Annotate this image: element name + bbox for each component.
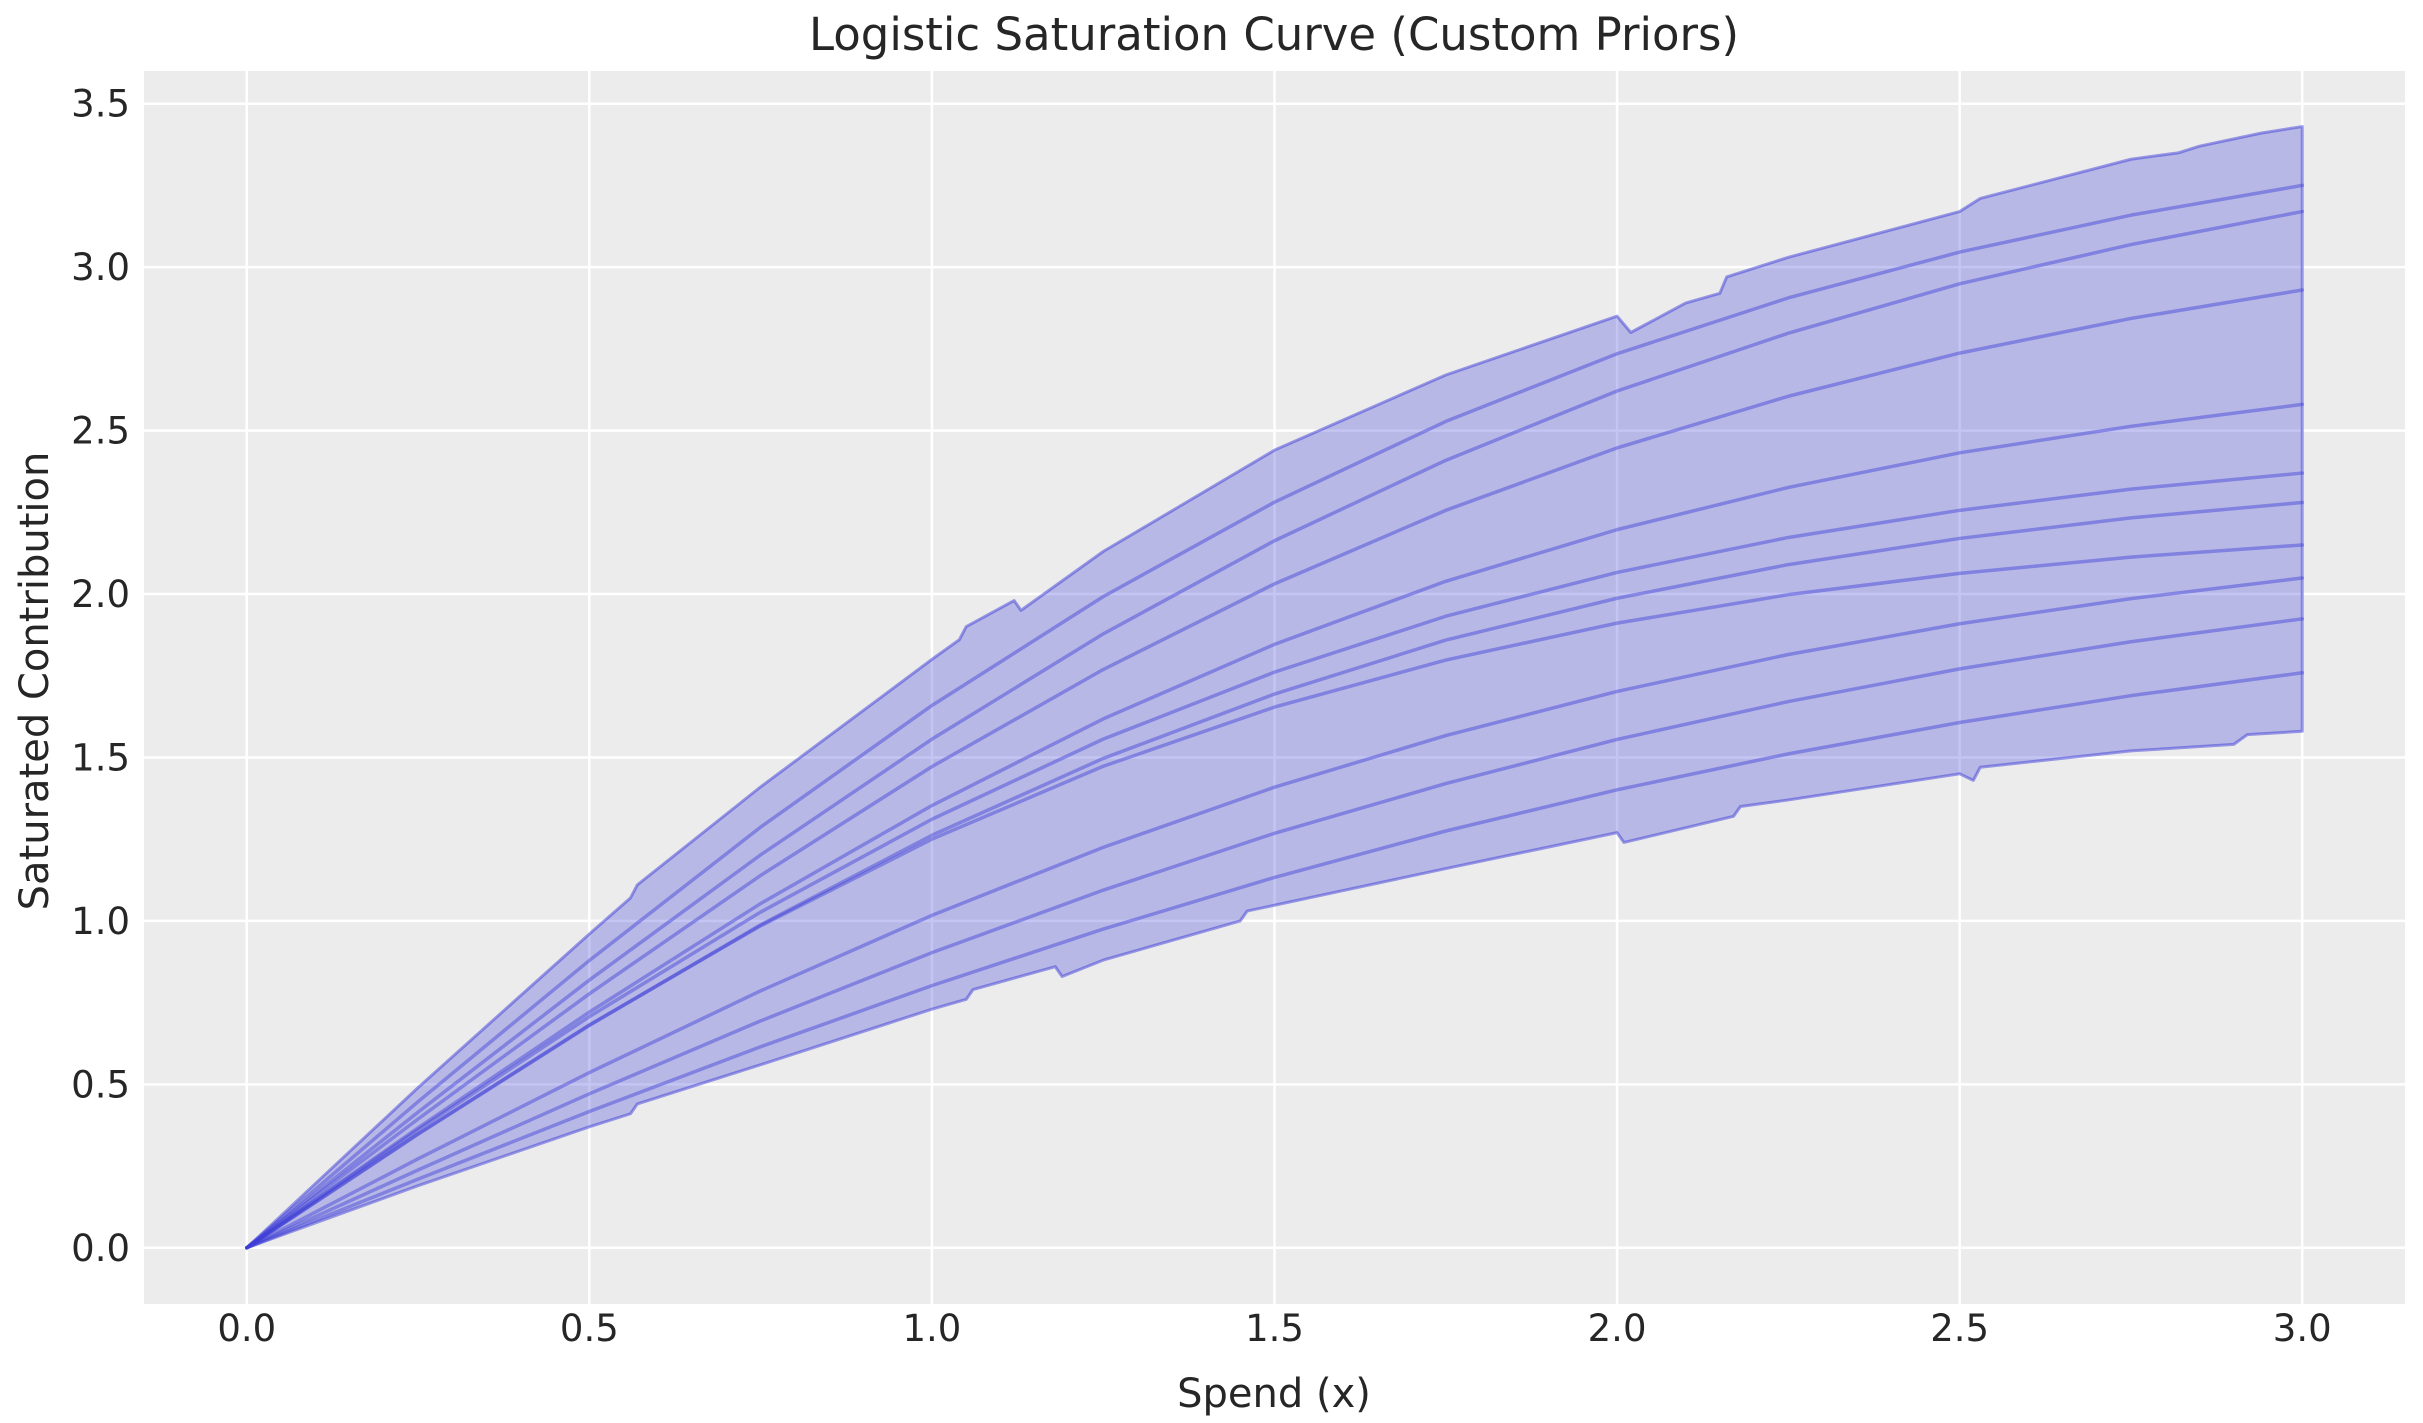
- y-tick-label: 1.0: [71, 900, 130, 943]
- hdi-uncertainty-band: [245, 125, 2304, 1250]
- posterior-sample-9: [245, 617, 2304, 1250]
- posterior-sample-10: [245, 671, 2304, 1250]
- y-axis-label: Saturated Contribution: [12, 452, 58, 911]
- grid-lines: [144, 71, 2405, 1304]
- x-tick-label: 2.5: [1930, 1307, 1989, 1350]
- x-axis-label: Spend (x): [1177, 1371, 1371, 1417]
- x-tick-label: 3.0: [2273, 1307, 2332, 1350]
- y-tick-label: 2.0: [71, 573, 130, 616]
- x-tick-labels: 0.0 0.5 1.0 1.5 2.0 2.5 3.0: [217, 1307, 2331, 1350]
- x-tick-label: 2.0: [1588, 1307, 1647, 1350]
- y-tick-label: 1.5: [71, 736, 130, 779]
- x-tick-label: 0.5: [560, 1307, 619, 1350]
- y-tick-label: 0.0: [71, 1227, 130, 1270]
- y-tick-label: 3.5: [71, 83, 130, 126]
- hdi-band-group: [245, 125, 2304, 1250]
- sample-curves: [245, 183, 2304, 1250]
- posterior-sample-6: [245, 500, 2304, 1250]
- y-tick-label: 0.5: [71, 1063, 130, 1106]
- posterior-sample-7: [245, 543, 2304, 1250]
- posterior-sample-4: [245, 402, 2304, 1250]
- y-tick-label: 3.0: [71, 246, 130, 289]
- x-tick-label: 1.5: [1245, 1307, 1304, 1350]
- posterior-sample-3: [245, 288, 2304, 1250]
- posterior-sample-1: [245, 183, 2304, 1250]
- x-tick-label: 1.0: [903, 1307, 962, 1350]
- y-tick-label: 2.5: [71, 410, 130, 453]
- x-tick-label: 0.0: [217, 1307, 276, 1350]
- posterior-sample-8: [245, 576, 2304, 1250]
- chart-title: Logistic Saturation Curve (Custom Priors…: [809, 8, 1739, 61]
- posterior-sample-5: [245, 471, 2304, 1250]
- posterior-sample-2: [245, 209, 2304, 1250]
- y-tick-labels: 0.0 0.5 1.0 1.5 2.0 2.5 3.0 3.5: [71, 83, 130, 1270]
